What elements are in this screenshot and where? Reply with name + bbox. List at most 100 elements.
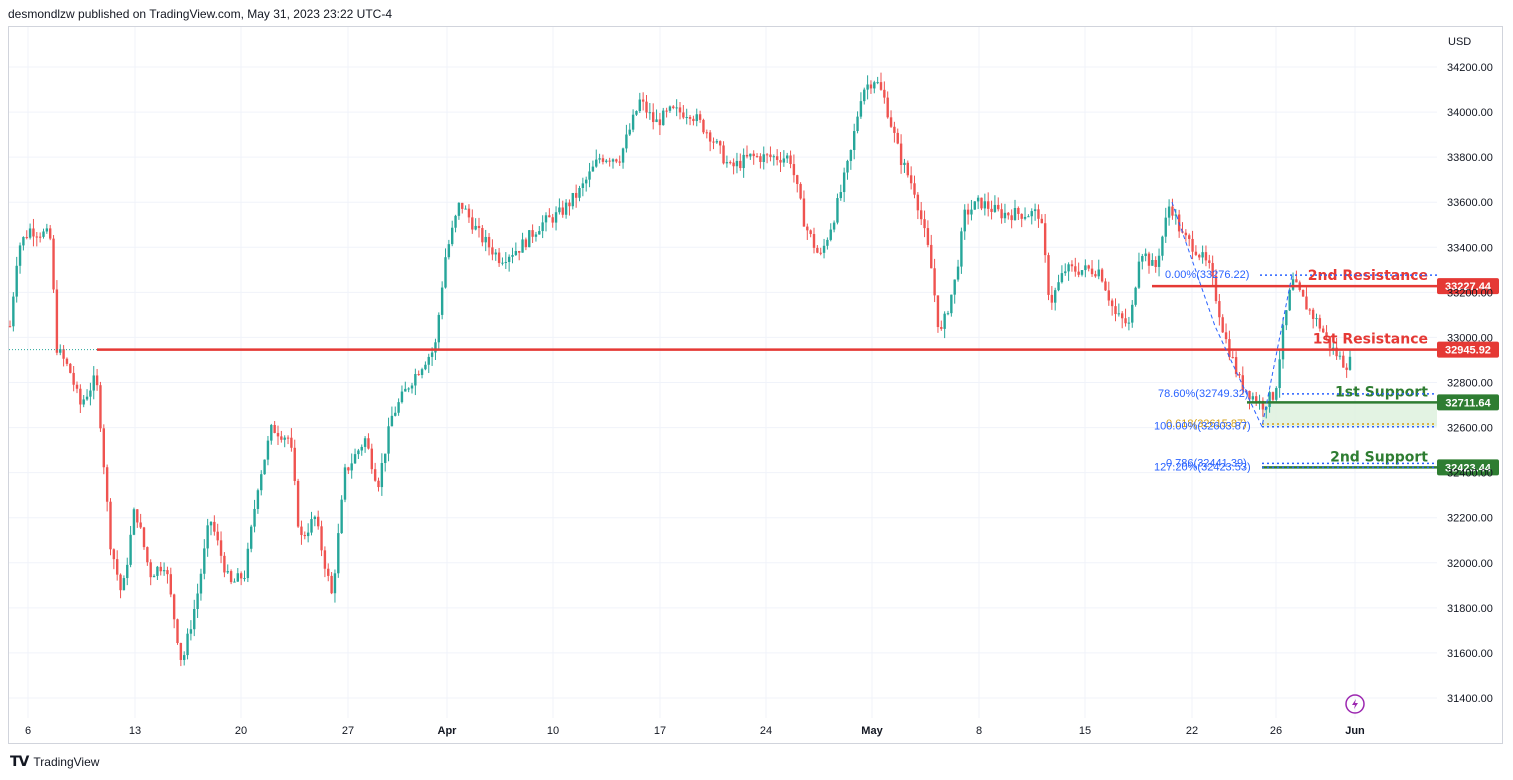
time-tick-label: 26 [1270,725,1282,737]
candle [407,387,410,393]
candle [729,160,732,165]
candle [1067,262,1070,281]
candle [1255,391,1258,407]
currency-label: USD [1448,36,1471,48]
candle [15,256,18,303]
candle [112,548,116,570]
time-tick-label: 8 [976,725,982,737]
candle [183,651,186,666]
time-tick-label: 27 [342,725,354,737]
candle [668,105,672,113]
candle [655,109,658,123]
candle [1141,253,1144,270]
replay-icon[interactable] [1345,694,1365,714]
candle [822,238,826,259]
candle [859,92,863,119]
candle [722,141,725,165]
candle [471,209,474,234]
candle [755,153,759,158]
candle [869,80,873,94]
candle [256,488,260,514]
candle [99,381,102,432]
candle [598,153,601,164]
price-tick-label: 33800.00 [1447,152,1493,164]
price-tick-label: 33400.00 [1447,242,1493,254]
candle [987,192,990,217]
candle [360,444,363,456]
candle [116,550,119,581]
candle [893,121,896,143]
candle [253,499,256,533]
fib-levels: 0.00%(33276.22) 78.60%(32749.32) 0.618(326… [1154,202,1437,473]
candle [769,146,772,162]
svg-text:32945.92: 32945.92 [1445,345,1491,357]
candle [698,110,702,123]
candle [306,523,310,543]
candle [162,562,166,576]
candle [943,311,946,339]
candle [1288,287,1291,312]
candle [337,523,340,578]
candle [263,459,266,475]
candle [923,210,926,238]
candle [544,212,548,232]
candle [122,575,126,591]
candle [343,463,347,503]
candle [1322,325,1325,333]
candle [879,72,883,91]
candle [705,129,708,139]
candle [169,567,172,598]
candle [484,229,487,252]
candle [960,227,963,274]
candle [105,464,109,512]
candle [863,87,866,105]
candle [909,166,913,190]
candle [585,176,588,192]
candle [658,112,662,136]
candle [581,177,585,197]
candle [946,310,950,316]
candle [273,421,276,434]
candlesticks [8,72,1352,667]
candle [313,515,317,527]
candle [467,204,471,223]
time-axis[interactable]: 6 13 20 27 Apr 10 17 24 May 8 15 22 26 Jun [25,725,1365,737]
candle [42,228,45,239]
candle [779,152,782,172]
price-axis[interactable]: 34200.00 34000.00 33800.00 33600.00 33400.00… [1447,62,1493,705]
candle [534,231,538,242]
candle [1017,206,1020,221]
candle [370,443,373,474]
candle [213,515,216,536]
candle [564,199,568,219]
candle [414,368,417,396]
candle [1043,213,1047,263]
candle [725,155,729,168]
candle [340,495,343,534]
candle [678,101,682,120]
candle [775,149,779,166]
candle [266,435,270,466]
candle [839,184,842,201]
candle [1238,372,1241,379]
candle [1311,307,1315,329]
candle [494,249,497,261]
candle [511,247,514,264]
candle [199,568,203,601]
candle [1084,259,1087,278]
price-tick-label: 33600.00 [1447,197,1493,209]
time-tick-label: 15 [1079,725,1091,737]
candle [1157,248,1161,277]
candle [149,559,152,586]
candle [997,197,1000,212]
candle [132,507,136,536]
candle [507,254,511,272]
candle [1161,235,1164,261]
candle [447,239,451,260]
candle [461,202,464,214]
candle [276,425,280,445]
candle [980,197,983,211]
candle [578,185,581,202]
candle [1328,335,1332,357]
